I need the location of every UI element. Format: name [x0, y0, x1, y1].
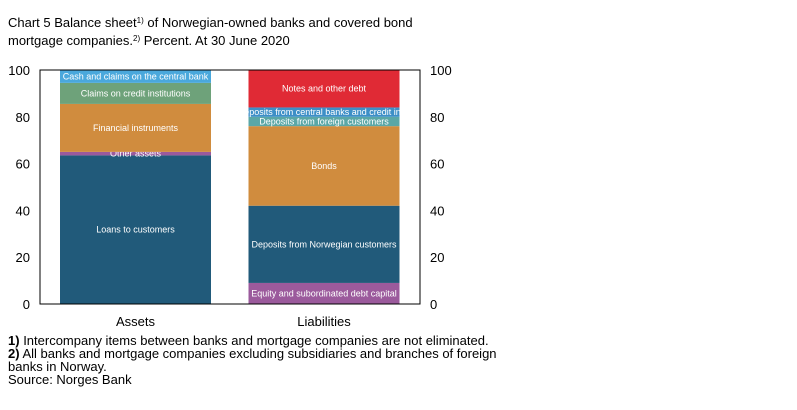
- footnote: banks in Norway.: [8, 359, 107, 374]
- x-tick-label: Liabilities: [297, 314, 351, 329]
- segment-label: Claims on credit institutions: [81, 88, 191, 98]
- y-tick-label: 100: [8, 63, 30, 78]
- y-tick-label: 60: [16, 157, 30, 172]
- segment-label: Deposits from foreign customers: [259, 116, 389, 126]
- chart-title: Chart 5 Balance sheet1) of Norwegian-own…: [8, 15, 413, 30]
- y2-tick-label: 20: [430, 250, 444, 265]
- segment-label: Cash and claims on the central bank: [63, 71, 209, 81]
- y-tick-label: 20: [16, 250, 30, 265]
- footnote-marker: 1): [8, 333, 20, 348]
- bar-segment: [60, 82, 211, 104]
- segment-label: Deposits from central banks and credit i…: [238, 107, 411, 117]
- segment-label: Other assets: [110, 149, 162, 159]
- segment-label: Loans to customers: [96, 225, 175, 235]
- footnote-text: All banks and mortgage companies excludi…: [22, 346, 496, 361]
- bar-segment: [60, 151, 211, 156]
- chart-title: mortgage companies.2) Percent. At 30 Jun…: [8, 33, 290, 48]
- segment-label: Equity and subordinated debt capital: [251, 288, 397, 298]
- source: Source: Norges Bank: [8, 372, 132, 387]
- title-part: of Norwegian-owned banks and covered bon…: [144, 15, 413, 30]
- bar-segment: [60, 103, 211, 152]
- segment-label: Deposits from Norwegian customers: [251, 239, 397, 249]
- y-tick-label: 40: [16, 203, 30, 218]
- segment-label: Financial instruments: [93, 123, 179, 133]
- title-part: Chart 5 Balance sheet: [8, 15, 137, 30]
- bar-segment: [60, 155, 211, 304]
- bar-segment: [60, 70, 211, 83]
- footnote-text: Intercompany items between banks and mor…: [23, 333, 488, 348]
- bar-segment: [248, 126, 400, 206]
- y2-tick-label: 100: [430, 63, 452, 78]
- title-part: 2): [133, 34, 140, 43]
- bar-segment: [248, 205, 400, 283]
- bar-segment: [248, 282, 400, 304]
- segment-label: Bonds: [311, 161, 337, 171]
- plot-frame: [39, 69, 421, 305]
- y-tick-label: 80: [16, 110, 30, 125]
- title-part: 1): [137, 16, 144, 25]
- y2-tick-label: 40: [430, 203, 444, 218]
- footnote: 1) Intercompany items between banks and …: [8, 333, 489, 348]
- footnote-text: banks in Norway.: [8, 359, 107, 374]
- bar-segment: [248, 70, 400, 108]
- footnote-marker: 2): [8, 346, 20, 361]
- y2-tick-label: 0: [430, 297, 437, 312]
- y-tick-label: 0: [23, 297, 30, 312]
- x-tick-label: Assets: [116, 314, 156, 329]
- footnote: 2) All banks and mortgage companies excl…: [8, 346, 497, 361]
- bar-segment: [248, 116, 400, 127]
- y2-tick-label: 80: [430, 110, 444, 125]
- y2-tick-label: 60: [430, 157, 444, 172]
- title-part: mortgage companies.: [8, 33, 133, 48]
- bar-segment: [248, 107, 400, 117]
- segment-label: Notes and other debt: [282, 84, 367, 94]
- title-part: Percent. At 30 June 2020: [140, 33, 290, 48]
